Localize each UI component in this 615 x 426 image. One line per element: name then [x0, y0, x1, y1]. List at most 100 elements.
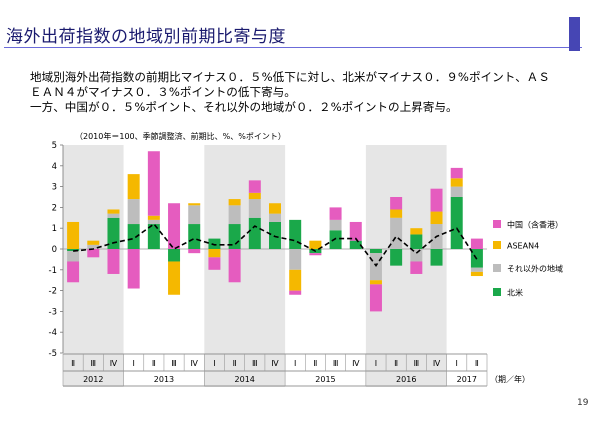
x-tick-label: Ⅳ [110, 359, 118, 368]
x-tick-label: Ⅲ [333, 359, 339, 368]
legend-swatch-other [493, 264, 501, 272]
bar-asean4 [248, 192, 261, 200]
x-tick-label: Ⅱ [313, 359, 317, 368]
bar-asean4 [67, 221, 80, 249]
x-tick-label: Ⅱ [475, 359, 479, 368]
bar-north_america [67, 249, 80, 252]
bar-china [390, 197, 403, 210]
bar-china [228, 249, 241, 283]
y-tick-label: 0 [52, 245, 57, 255]
bar-other [228, 205, 241, 225]
total-line [73, 222, 478, 267]
bar-china [188, 249, 201, 254]
x-tick-label: Ⅰ [213, 359, 215, 368]
bar-asean4 [87, 240, 100, 245]
y-tick-label: 4 [52, 162, 57, 172]
x-tick-label: Ⅱ [394, 359, 398, 368]
bar-china [369, 284, 382, 312]
bar-asean4 [289, 269, 302, 291]
y-tick-label: 1 [52, 224, 57, 234]
bar-china [349, 221, 362, 241]
bar-china [450, 167, 463, 179]
bar-north_america [208, 238, 221, 249]
bar-china [289, 290, 302, 295]
chart-note: （2010年＝100、季節調整済、前期比、%、%ポイント） [75, 131, 286, 141]
description: 地域別海外出荷指数の前期比マイナス０．５%低下に対し、北米がマイナス０．９%ポイ… [30, 70, 600, 115]
x-tick-label: Ⅳ [271, 359, 279, 368]
bar-asean4 [369, 280, 382, 285]
year-label: 2014 [235, 375, 255, 384]
bar-asean4 [430, 211, 443, 225]
legend-label: 北米 [507, 288, 523, 298]
bar-china [87, 249, 100, 258]
bar-asean4 [168, 261, 181, 295]
bar-asean4 [107, 209, 120, 214]
legend-label: 中国（含香港） [507, 220, 563, 230]
bar-other [390, 217, 403, 249]
legend-label: ASEAN4 [507, 242, 539, 251]
y-tick-label: -1 [49, 266, 57, 276]
page-title: 海外出荷指数の地域別前期比寄与度 [6, 27, 286, 47]
x-tick-label: Ⅲ [171, 359, 177, 368]
x-tick-label: Ⅰ [456, 359, 458, 368]
bar-asean4 [470, 271, 483, 277]
x-tick-label: Ⅰ [375, 359, 377, 368]
bar-china [470, 238, 483, 249]
bar-north_america [289, 219, 302, 249]
bar-other [450, 186, 463, 197]
x-tick-label: Ⅲ [414, 359, 420, 368]
bar-north_america [269, 221, 281, 249]
bar-asean4 [188, 203, 201, 206]
bar-china [208, 257, 221, 270]
x-tick-label: Ⅱ [71, 359, 75, 368]
y-tick-label: 3 [52, 183, 57, 193]
y-tick-label: -4 [49, 328, 57, 338]
bar-other [269, 213, 281, 222]
bar-north_america [147, 224, 160, 249]
year-label: 2017 [457, 375, 477, 384]
y-tick-label: -3 [49, 307, 57, 317]
x-tick-label: Ⅱ [233, 359, 237, 368]
bar-other [329, 219, 342, 231]
bar-other [289, 249, 302, 270]
bar-other [127, 199, 140, 225]
bar-north_america [168, 249, 181, 262]
bar-other [410, 249, 423, 262]
bar-north_america [329, 230, 342, 249]
bar-china [67, 261, 80, 283]
bar-north_america [450, 197, 463, 249]
bar-north_america [127, 224, 140, 249]
bar-asean4 [390, 209, 403, 218]
bar-asean4 [450, 178, 463, 187]
bar-north_america [248, 217, 261, 249]
bar-china [127, 249, 140, 289]
bar-asean4 [269, 203, 281, 214]
page-number: 19 [577, 398, 589, 408]
y-tick-label: -2 [49, 287, 57, 297]
bar-asean4 [127, 174, 140, 200]
bar-north_america [430, 249, 443, 266]
x-tick-label: Ⅳ [433, 359, 441, 368]
y-tick-label: 5 [52, 141, 57, 151]
bar-north_america [390, 249, 403, 266]
y-tick-label: 2 [52, 203, 57, 213]
bar-china [329, 207, 342, 220]
bar-asean4 [208, 249, 221, 258]
legend-swatch-china [493, 220, 501, 228]
x-tick-label: Ⅱ [152, 359, 156, 368]
bar-asean4 [410, 228, 423, 235]
bar-other [248, 199, 261, 218]
bar-china [107, 249, 120, 274]
x-tick-label: Ⅲ [252, 359, 258, 368]
bar-asean4 [309, 240, 322, 249]
bar-asean4 [147, 215, 160, 220]
title-accent-bar [569, 17, 580, 51]
bar-other [147, 219, 160, 225]
year-label: 2012 [83, 375, 103, 384]
description-line-2: ＥＡＮ４がマイナス０．３%ポイントの低下寄与。 [30, 85, 296, 99]
bar-other [188, 205, 201, 225]
x-tick-label: Ⅳ [352, 359, 360, 368]
bar-other [87, 244, 100, 249]
bar-china [147, 151, 160, 216]
